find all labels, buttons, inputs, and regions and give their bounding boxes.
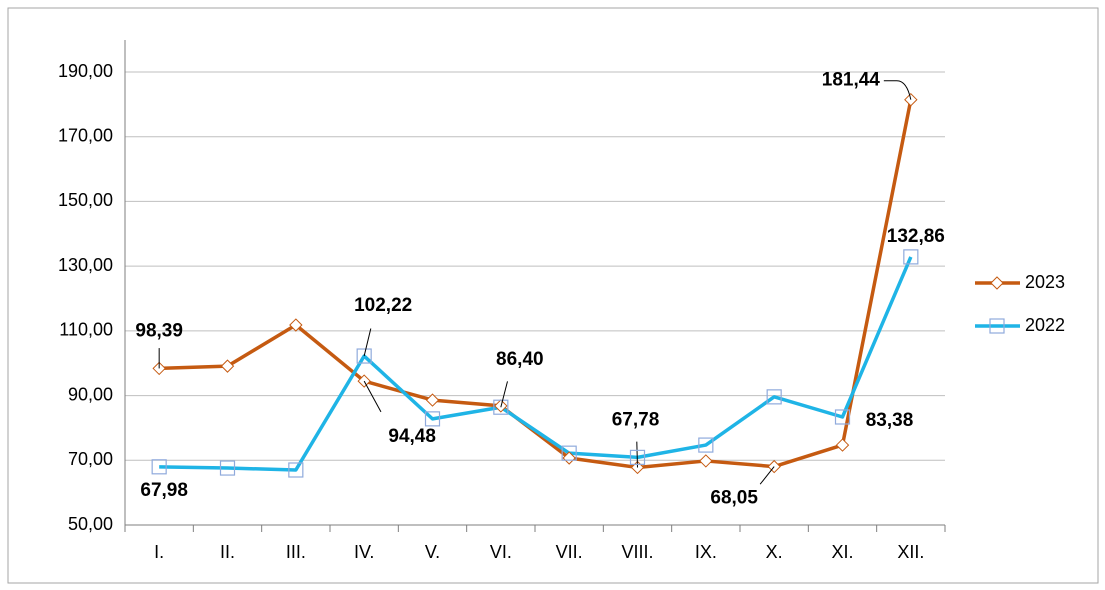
marker [990,276,1004,290]
data-label: 132,86 [887,226,945,247]
leader-line [636,441,638,468]
marker [357,374,371,388]
marker [562,451,576,465]
x-tick-label: IX. [695,542,717,562]
leader-line [759,466,775,485]
marker [220,359,235,373]
marker [151,459,167,475]
marker [493,399,509,415]
x-tick-label: V. [425,542,440,562]
marker [424,411,441,427]
marker [835,438,850,452]
y-tick-label: 130,00 [58,255,113,275]
x-tick-label: XII. [897,542,924,562]
data-label: 86,40 [496,349,544,370]
marker [288,462,304,478]
marker [425,393,440,407]
data-label: 68,05 [710,488,758,509]
data-label: 67,78 [612,409,660,430]
x-tick-label: VIII. [621,542,653,562]
marker [152,361,166,376]
marker [219,460,236,476]
x-tick-label: VII. [556,542,583,562]
x-tick-label: IV. [354,542,374,562]
marker [356,348,372,364]
line [159,256,913,472]
y-tick-label: 190,00 [58,61,113,81]
data-label: 83,38 [866,410,914,431]
x-tick-label: I. [154,542,164,562]
x-tick-label: X. [766,542,783,562]
leader-line [363,328,372,357]
data-label: 102,22 [354,295,412,316]
y-tick-label: 90,00 [68,384,113,404]
chart-border [7,7,1099,584]
marker [903,249,919,265]
x-tick-label: XI. [831,542,853,562]
legend-label: 2022 [1025,315,1065,335]
marker [699,454,713,468]
y-tick-label: 170,00 [58,125,113,145]
leader-line [883,80,912,100]
x-tick-label: III. [286,542,306,562]
marker [698,437,714,453]
marker [834,409,851,425]
x-tick-label: II. [220,542,235,562]
marker [561,445,577,461]
data-label: 67,98 [140,480,188,501]
x-tick-label: VI. [490,542,512,562]
leader-line [500,381,508,408]
y-tick-label: 150,00 [58,190,113,210]
marker [904,92,918,107]
marker [989,318,1005,334]
legend-label: 2023 [1025,272,1065,292]
y-tick-label: 50,00 [68,514,113,534]
data-label: 181,44 [822,70,881,91]
data-label: 98,39 [135,320,183,341]
leader-line [363,380,382,413]
y-tick-label: 70,00 [68,449,113,469]
marker [289,318,303,332]
data-label: 94,48 [388,426,436,447]
y-tick-label: 110,00 [59,320,113,340]
marker [766,389,782,405]
marker [629,449,646,465]
